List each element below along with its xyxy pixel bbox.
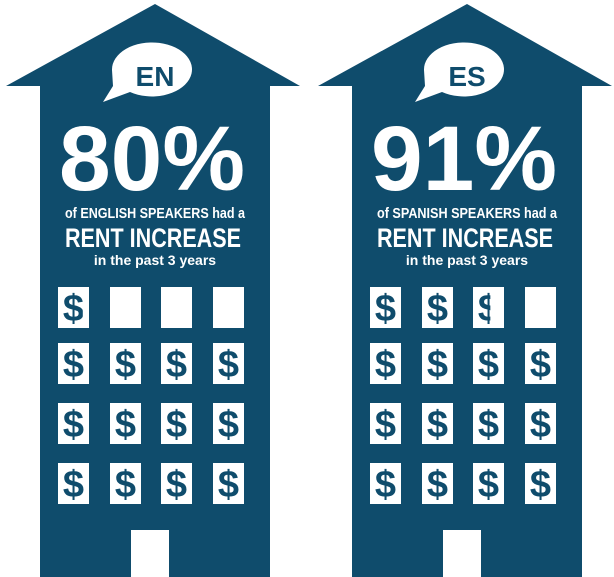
window [473, 403, 504, 444]
window [110, 343, 141, 384]
dollar-sign: $ [166, 344, 187, 386]
window [213, 343, 244, 384]
dollar-sign: $ [427, 288, 448, 330]
dollar-sign: $ [427, 404, 448, 446]
window [422, 343, 453, 384]
dollar-sign: $ [530, 404, 551, 446]
caption-line: of ENGLISH SPEAKERS had a [65, 205, 246, 222]
dollar-sign: $ [115, 404, 136, 446]
dollar-sign: $ [530, 464, 551, 506]
dollar-sign: $ [478, 464, 499, 506]
window [370, 463, 401, 504]
window [110, 403, 141, 444]
caption-line: of SPANISH SPEAKERS had a [377, 205, 558, 222]
dollar-sign: $ [375, 404, 396, 446]
window [525, 403, 556, 444]
window [370, 287, 401, 328]
window [525, 343, 556, 384]
window [473, 463, 504, 504]
dollar-sign: $ [63, 288, 84, 330]
dollar-sign: $ [375, 288, 396, 330]
dollar-sign: $ [478, 344, 499, 386]
dollar-sign: $ [63, 344, 84, 386]
language-code: EN [136, 61, 175, 92]
dollar-sign: $ [115, 464, 136, 506]
dollar-sign: $ [478, 404, 499, 446]
window [110, 287, 141, 328]
window [370, 343, 401, 384]
caption-line: in the past 3 years [94, 252, 216, 268]
window [58, 287, 89, 328]
window [473, 343, 504, 384]
window [525, 463, 556, 504]
speech-bubble [415, 42, 504, 102]
window [58, 463, 89, 504]
dollar-sign: $ [115, 344, 136, 386]
dollar-sign: $ [166, 404, 187, 446]
caption-line: in the past 3 years [406, 252, 528, 268]
window [473, 287, 504, 328]
dollar-sign: $ [427, 344, 448, 386]
door [131, 530, 169, 577]
dollar-sign: $ [530, 344, 551, 386]
window [161, 463, 192, 504]
dollar-sign: $ [63, 404, 84, 446]
window [422, 463, 453, 504]
percent-label: 80% [59, 108, 245, 210]
dollar-sign: $ [478, 288, 499, 330]
window [161, 343, 192, 384]
window [213, 463, 244, 504]
dollar-sign: $ [375, 344, 396, 386]
percent-label: 91% [371, 108, 557, 210]
dollar-sign: $ [375, 464, 396, 506]
dollar-sign: $ [166, 464, 187, 506]
window [525, 287, 556, 328]
window [161, 403, 192, 444]
dollar-sign: $ [427, 464, 448, 506]
window [58, 403, 89, 444]
caption-emphasis: RENT INCREASE [65, 223, 241, 253]
language-code: ES [448, 61, 485, 92]
dollar-sign: $ [218, 344, 239, 386]
window [161, 287, 192, 328]
window [110, 463, 141, 504]
window [370, 403, 401, 444]
dollar-sign: $ [218, 464, 239, 506]
speech-bubble [103, 42, 192, 102]
dollar-sign: $ [218, 404, 239, 446]
window [213, 403, 244, 444]
window [422, 403, 453, 444]
window [213, 287, 244, 328]
dollar-sign: $ [63, 464, 84, 506]
door [443, 530, 481, 577]
window [58, 343, 89, 384]
window [422, 287, 453, 328]
caption-emphasis: RENT INCREASE [377, 223, 553, 253]
